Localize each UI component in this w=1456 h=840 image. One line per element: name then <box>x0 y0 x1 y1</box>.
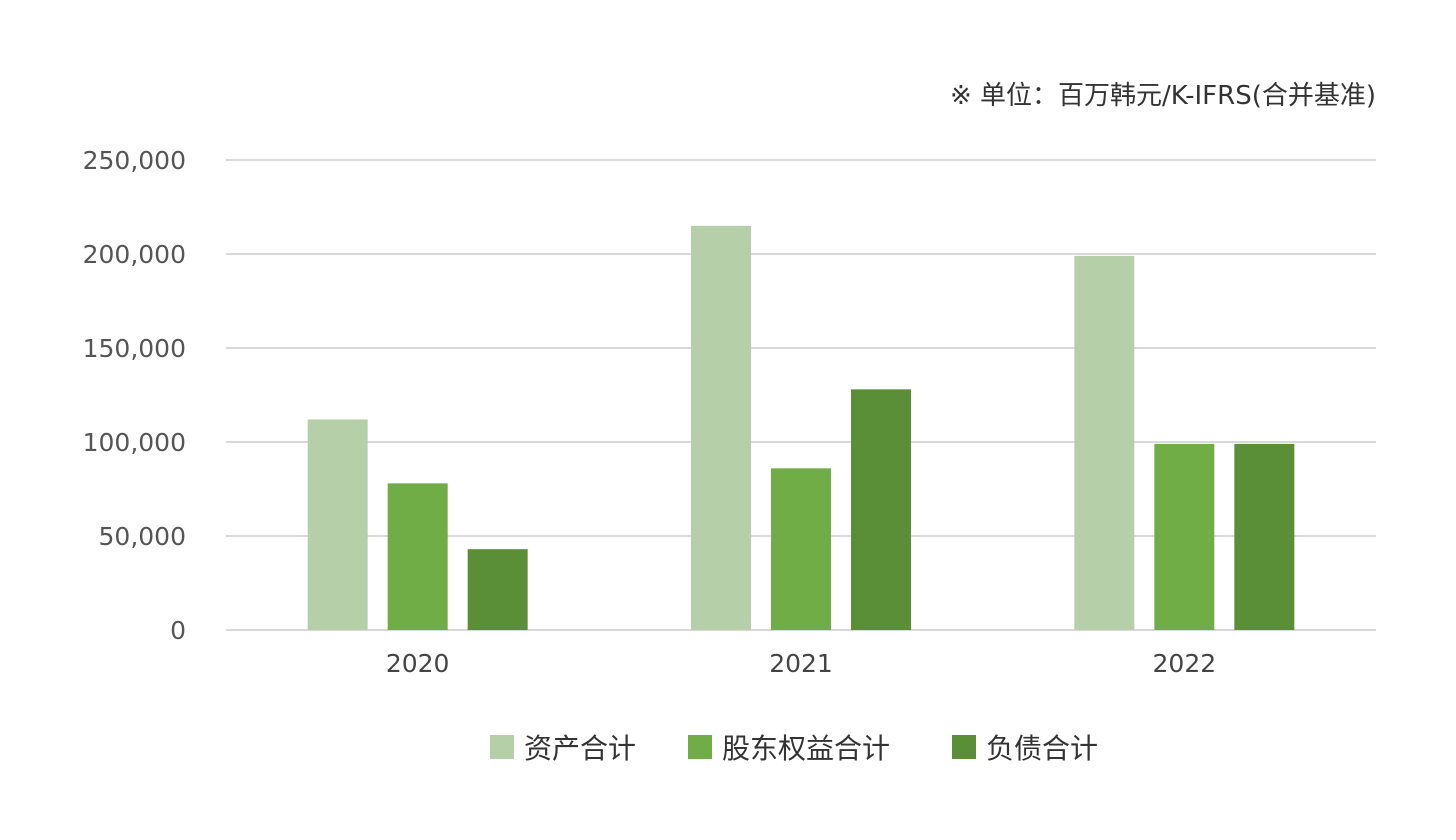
bar-2022-series-0 <box>1074 255 1135 630</box>
bar-2020-series-0 <box>307 419 368 630</box>
bar-2020-series-1 <box>387 483 448 630</box>
bar-2020-series-2 <box>467 549 528 630</box>
legend-label: 资产合计 <box>524 732 636 765</box>
y-axis-ticks: 0 50,000 100,000 150,000 200,000 250,000 <box>83 146 186 645</box>
y-tick-label: 100,000 <box>83 428 186 457</box>
x-axis-labels: 2020 2021 2022 <box>386 649 1216 678</box>
bar-2021-series-0 <box>691 225 751 631</box>
y-tick-label: 150,000 <box>83 334 186 363</box>
legend-swatch <box>490 735 514 759</box>
x-tick-label: 2022 <box>1153 649 1217 678</box>
x-tick-label: 2020 <box>386 649 450 678</box>
x-tick-label: 2021 <box>769 649 833 678</box>
bar-2022-series-1 <box>1154 443 1215 630</box>
legend: 资产合计 股东权益合计 负债合计 <box>490 732 1098 765</box>
bar-2021-series-2 <box>851 389 911 630</box>
unit-note: ※ 单位：百万韩元/K-IFRS(合并基准) <box>950 81 1376 111</box>
legend-label: 负债合计 <box>986 732 1098 765</box>
y-tick-label: 200,000 <box>83 240 186 269</box>
y-tick-label: 50,000 <box>99 522 186 551</box>
bar-2021-series-1 <box>771 468 831 630</box>
legend-swatch <box>688 735 712 759</box>
legend-swatch <box>952 735 976 759</box>
bars <box>307 225 1295 631</box>
legend-label: 股东权益合计 <box>722 732 890 765</box>
y-tick-label: 0 <box>170 616 186 645</box>
y-tick-label: 250,000 <box>83 146 186 175</box>
bar-2022-series-2 <box>1234 443 1295 630</box>
